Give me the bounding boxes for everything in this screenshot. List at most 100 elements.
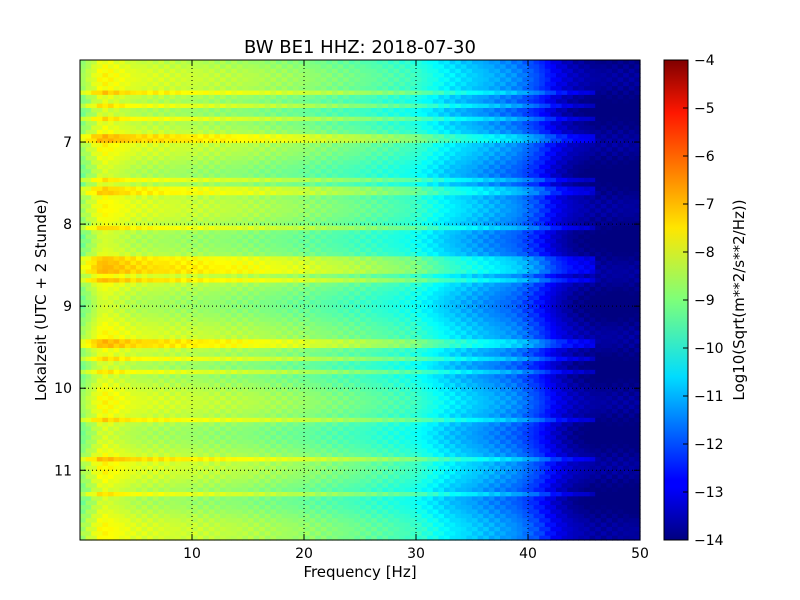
- heatmap-cell: [136, 73, 143, 79]
- heatmap-cell: [522, 103, 529, 109]
- heatmap-cell: [315, 156, 322, 161]
- heatmap-cell: [276, 64, 283, 70]
- heatmap-cell: [360, 217, 367, 223]
- heatmap-cell: [175, 90, 182, 96]
- heatmap-cell: [600, 73, 607, 79]
- heatmap-cell: [500, 77, 507, 83]
- heatmap-cell: [80, 147, 87, 153]
- heatmap-cell: [175, 73, 182, 79]
- heatmap-cell: [606, 208, 613, 214]
- heatmap-cell: [371, 247, 378, 253]
- heatmap-cell: [438, 256, 445, 262]
- heatmap-cell: [91, 142, 98, 148]
- heatmap-cell: [264, 90, 271, 96]
- heatmap-cell: [225, 121, 232, 127]
- heatmap-cell: [309, 81, 316, 87]
- heatmap-cell: [309, 134, 316, 140]
- heatmap-cell: [516, 225, 523, 231]
- heatmap-cell: [192, 129, 199, 135]
- heatmap-cell: [264, 182, 271, 188]
- heatmap-cell: [516, 230, 523, 236]
- heatmap-cell: [623, 68, 630, 74]
- heatmap-cell: [192, 260, 199, 266]
- heatmap-cell: [264, 116, 271, 122]
- heatmap-cell: [270, 221, 277, 227]
- heatmap-cell: [141, 247, 148, 253]
- heatmap-cell: [343, 125, 350, 131]
- heatmap-cell: [533, 208, 540, 214]
- heatmap-cell: [113, 234, 120, 240]
- heatmap-cell: [410, 94, 417, 100]
- heatmap-cell: [567, 173, 574, 179]
- heatmap-cell: [382, 125, 389, 131]
- heatmap-cell: [578, 243, 585, 249]
- heatmap-cell: [113, 164, 120, 170]
- heatmap-cell: [124, 60, 131, 65]
- heatmap-cell: [388, 116, 395, 122]
- heatmap-cell: [315, 73, 322, 79]
- heatmap-cell: [208, 116, 215, 122]
- heatmap-cell: [208, 164, 215, 170]
- heatmap-cell: [113, 260, 120, 266]
- heatmap-cell: [567, 147, 574, 153]
- heatmap-cell: [376, 73, 383, 79]
- heatmap-cell: [477, 116, 484, 122]
- heatmap-cell: [80, 208, 87, 214]
- heatmap-cell: [522, 177, 529, 183]
- heatmap-cell: [623, 99, 630, 105]
- heatmap-cell: [460, 64, 467, 70]
- heatmap-cell: [124, 151, 131, 157]
- heatmap-cell: [315, 252, 322, 257]
- heatmap-cell: [141, 99, 148, 105]
- heatmap-cell: [309, 94, 316, 100]
- heatmap-cell: [91, 169, 98, 175]
- heatmap-cell: [477, 134, 484, 140]
- heatmap-cell: [516, 134, 523, 140]
- heatmap-cell: [124, 81, 131, 87]
- heatmap-cell: [236, 260, 243, 266]
- heatmap-cell: [511, 121, 518, 127]
- heatmap-cell: [416, 134, 423, 140]
- heatmap-cell: [225, 86, 232, 92]
- heatmap-cell: [438, 247, 445, 253]
- heatmap-cell: [612, 64, 619, 70]
- heatmap-cell: [516, 173, 523, 179]
- heatmap-cell: [225, 265, 232, 271]
- heatmap-cell: [533, 252, 540, 257]
- heatmap-cell: [500, 121, 507, 127]
- heatmap-cell: [192, 199, 199, 205]
- heatmap-cell: [421, 269, 428, 275]
- heatmap-cell: [315, 199, 322, 205]
- heatmap-cell: [85, 138, 92, 144]
- heatmap-cell: [511, 225, 518, 231]
- heatmap-cell: [528, 121, 535, 127]
- heatmap-cell: [572, 260, 579, 266]
- heatmap-cell: [584, 81, 591, 87]
- heatmap-cell: [472, 94, 479, 100]
- heatmap-cell: [281, 112, 288, 118]
- heatmap-cell: [399, 147, 406, 153]
- heatmap-cell: [365, 252, 372, 257]
- heatmap-cell: [360, 81, 367, 87]
- heatmap-cell: [556, 247, 563, 253]
- heatmap-cell: [264, 103, 271, 109]
- heatmap-cell: [617, 230, 624, 236]
- heatmap-cell: [472, 134, 479, 140]
- heatmap-cell: [572, 177, 579, 183]
- heatmap-cell: [158, 129, 165, 135]
- heatmap-cell: [85, 273, 92, 279]
- heatmap-cell: [399, 112, 406, 118]
- heatmap-cell: [438, 151, 445, 157]
- heatmap-cell: [505, 225, 512, 231]
- heatmap-cell: [511, 195, 518, 201]
- heatmap-cell: [309, 116, 316, 122]
- heatmap-cell: [152, 273, 159, 279]
- heatmap-cell: [382, 99, 389, 105]
- heatmap-cell: [561, 99, 568, 105]
- heatmap-cell: [203, 190, 210, 196]
- heatmap-cell: [337, 182, 344, 188]
- heatmap-cell: [270, 147, 277, 153]
- heatmap-cell: [298, 256, 305, 262]
- heatmap-cell: [578, 269, 585, 275]
- heatmap-cell: [399, 190, 406, 196]
